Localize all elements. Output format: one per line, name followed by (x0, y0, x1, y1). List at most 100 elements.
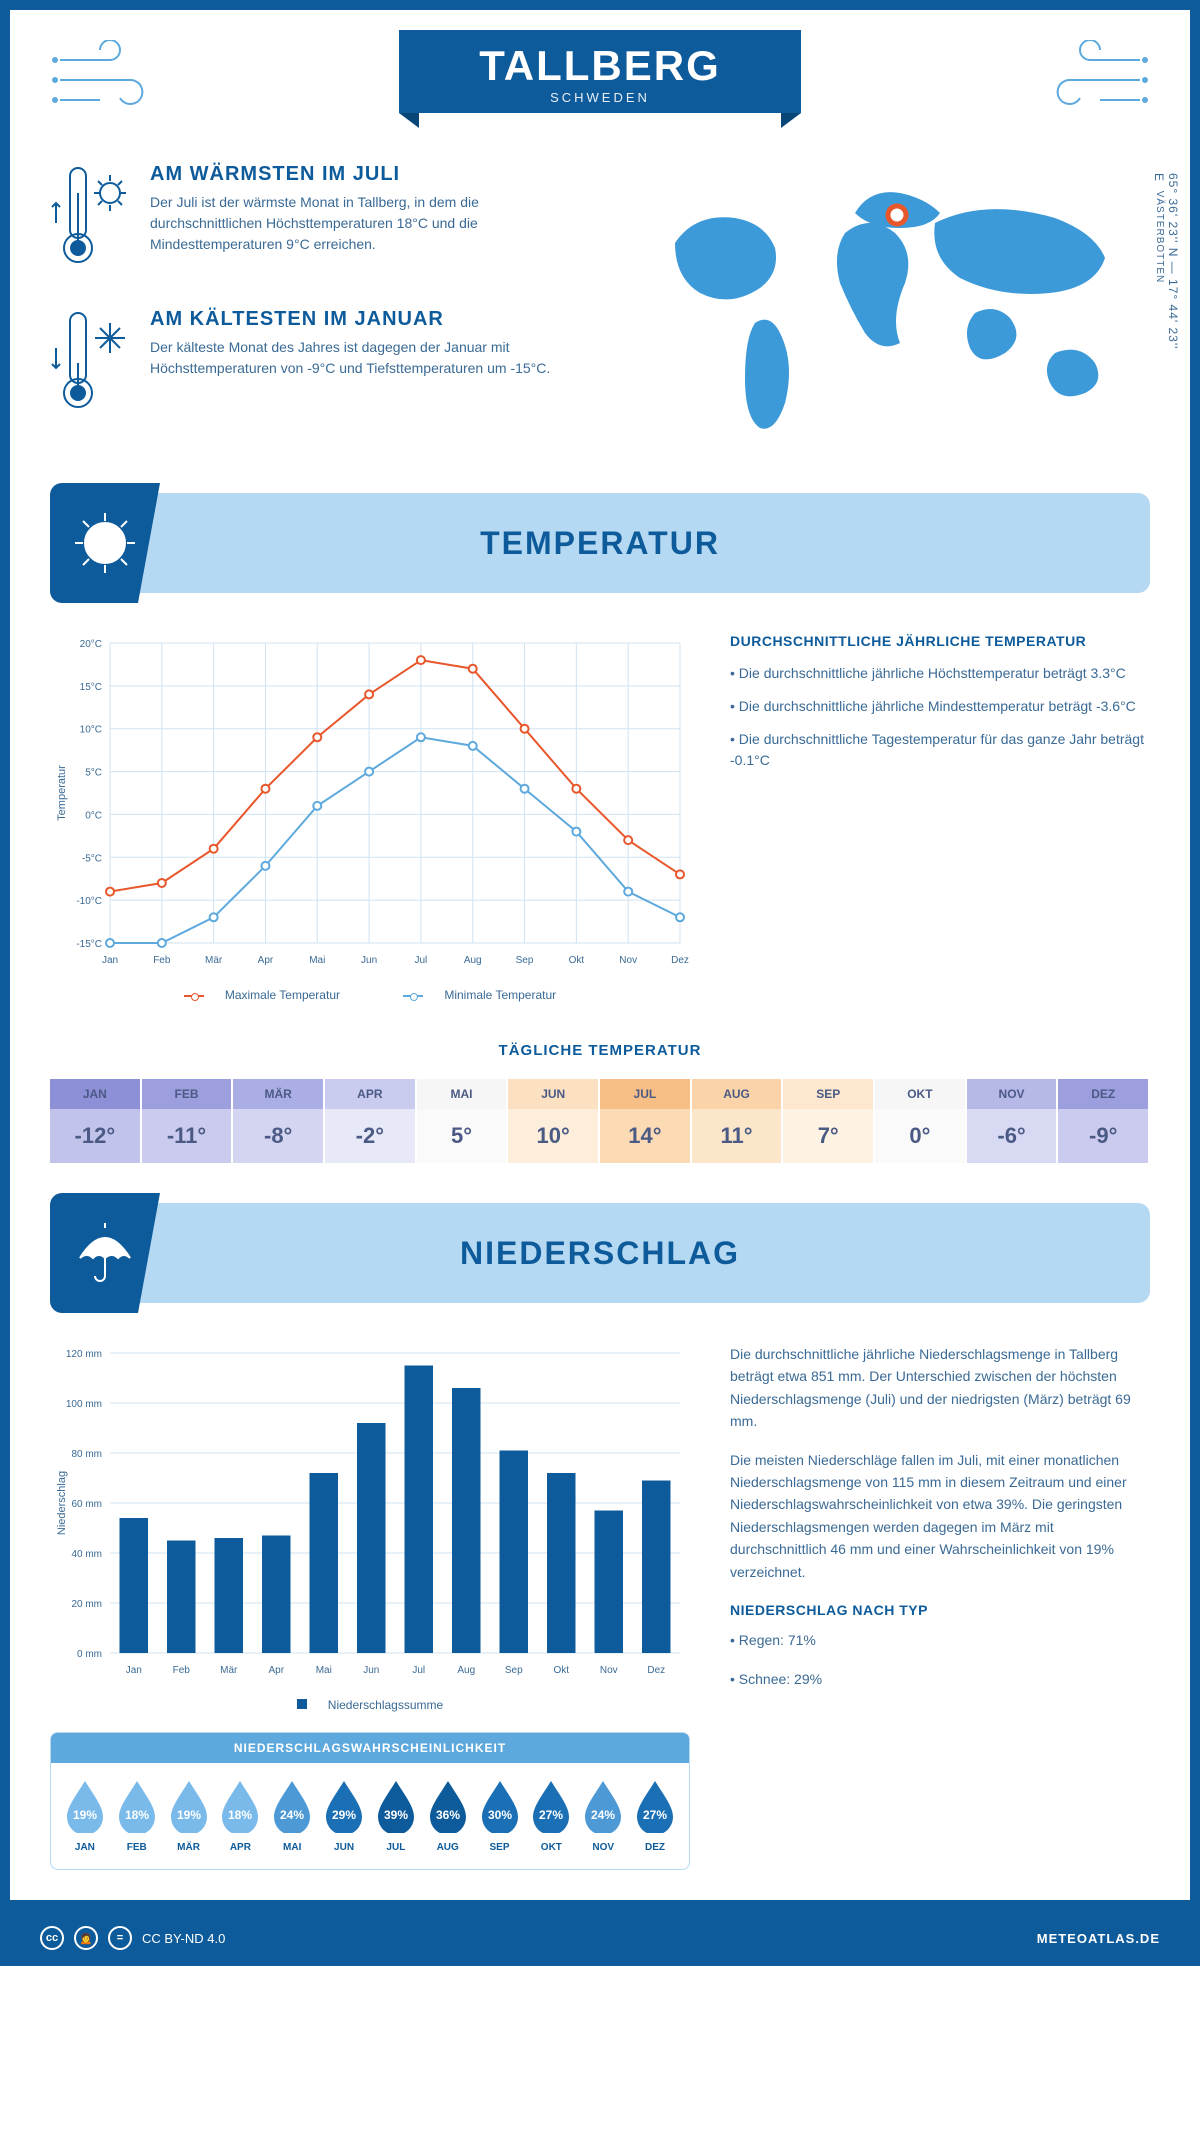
prob-drop: 24%MAI (270, 1779, 314, 1853)
daily-cell: JAN-12° (50, 1079, 142, 1163)
world-map (620, 163, 1150, 443)
temp-summary: DURCHSCHNITTLICHE JÄHRLICHE TEMPERATUR •… (730, 633, 1150, 1002)
svg-text:Okt: Okt (569, 955, 585, 966)
svg-text:Sep: Sep (516, 955, 534, 966)
precip-legend: Niederschlagssumme (50, 1698, 690, 1712)
svg-text:30%: 30% (488, 1808, 512, 1822)
svg-text:-5°C: -5°C (82, 853, 102, 864)
svg-text:Feb: Feb (173, 1665, 191, 1676)
svg-text:18%: 18% (125, 1808, 149, 1822)
svg-text:Dez: Dez (647, 1665, 665, 1676)
svg-text:Nov: Nov (619, 955, 637, 966)
coldest-fact: AM KÄLTESTEN IM JANUAR Der kälteste Mona… (50, 308, 580, 423)
svg-text:Mai: Mai (309, 955, 325, 966)
precip-section-header: NIEDERSCHLAG (50, 1203, 1150, 1303)
svg-text:Jul: Jul (415, 955, 428, 966)
svg-text:-15°C: -15°C (76, 939, 102, 950)
svg-text:Jan: Jan (102, 955, 118, 966)
svg-text:Mär: Mär (205, 955, 223, 966)
footer: cc 🙍 = CC BY-ND 4.0 METEOATLAS.DE (0, 1910, 1200, 1966)
prob-drop: 18%FEB (115, 1779, 159, 1853)
svg-text:Jun: Jun (363, 1665, 379, 1676)
svg-text:24%: 24% (591, 1808, 615, 1822)
svg-text:Jan: Jan (126, 1665, 142, 1676)
svg-text:Sep: Sep (505, 1665, 523, 1676)
svg-text:36%: 36% (436, 1808, 460, 1822)
svg-text:Mai: Mai (316, 1665, 332, 1676)
svg-text:18%: 18% (228, 1808, 252, 1822)
wind-icon (1030, 40, 1150, 120)
precipitation-chart: 0 mm 20 mm 40 mm 60 mm 80 mm 100 mm 120 mm Jan F… (50, 1343, 690, 1683)
precip-summary: Die durchschnittliche jährliche Niedersc… (730, 1343, 1150, 1870)
fact-text: Der kälteste Monat des Jahres ist dagege… (150, 337, 580, 379)
svg-text:100 mm: 100 mm (66, 1399, 102, 1410)
warmest-fact: AM WÄRMSTEN IM JULI Der Juli ist der wär… (50, 163, 580, 278)
svg-text:27%: 27% (539, 1808, 563, 1822)
daily-cell: JUL14° (600, 1079, 692, 1163)
svg-text:Jul: Jul (412, 1665, 425, 1676)
svg-text:15°C: 15°C (80, 682, 102, 693)
svg-text:0 mm: 0 mm (77, 1649, 102, 1660)
svg-text:Feb: Feb (153, 955, 171, 966)
location-marker (888, 206, 906, 224)
svg-text:Apr: Apr (268, 1665, 284, 1676)
svg-text:40 mm: 40 mm (71, 1549, 102, 1560)
coordinates: 65° 36' 23'' N — 17° 44' 23'' E VÄSTERBO… (1152, 173, 1180, 453)
wind-icon (50, 40, 170, 120)
svg-text:80 mm: 80 mm (71, 1449, 102, 1460)
prob-drop: 18%APR (218, 1779, 262, 1853)
header: TALLBERG SCHWEDEN (50, 10, 1150, 143)
temp-section-header: TEMPERATUR (50, 493, 1150, 593)
precip-probability: NIEDERSCHLAGSWAHRSCHEINLICHKEIT 19%JAN18… (50, 1732, 690, 1870)
svg-text:39%: 39% (384, 1808, 408, 1822)
prob-drop: 24%NOV (581, 1779, 625, 1853)
svg-text:Okt: Okt (553, 1665, 569, 1676)
svg-text:20 mm: 20 mm (71, 1599, 102, 1610)
section-title: TEMPERATUR (480, 525, 720, 562)
svg-text:0°C: 0°C (85, 810, 102, 821)
temp-legend: Maximale Temperatur Minimale Temperatur (50, 988, 690, 1002)
svg-text:Jun: Jun (361, 955, 377, 966)
cc-icon: cc (40, 1926, 64, 1950)
daily-cell: DEZ-9° (1058, 1079, 1150, 1163)
site-name: METEOATLAS.DE (1037, 1931, 1160, 1946)
prob-drop: 27%OKT (529, 1779, 573, 1853)
svg-text:Aug: Aug (457, 1665, 475, 1676)
svg-text:Apr: Apr (258, 955, 274, 966)
svg-text:60 mm: 60 mm (71, 1499, 102, 1510)
prob-drop: 27%DEZ (633, 1779, 677, 1853)
daily-temp-grid: JAN-12°FEB-11°MÄR-8°APR-2°MAI5°JUN10°JUL… (50, 1079, 1150, 1163)
svg-text:Aug: Aug (464, 955, 482, 966)
svg-text:20°C: 20°C (80, 639, 102, 650)
fact-title: AM WÄRMSTEN IM JULI (150, 163, 580, 186)
thermometer-hot-icon (50, 163, 130, 273)
prob-drop: 19%JAN (63, 1779, 107, 1853)
prob-drop: 36%AUG (426, 1779, 470, 1853)
daily-cell: OKT0° (875, 1079, 967, 1163)
fact-title: AM KÄLTESTEN IM JANUAR (150, 308, 580, 331)
svg-text:24%: 24% (280, 1808, 304, 1822)
sun-icon (70, 508, 140, 578)
svg-text:29%: 29% (332, 1808, 356, 1822)
prob-drop: 30%SEP (478, 1779, 522, 1853)
by-icon: 🙍 (74, 1926, 98, 1950)
svg-text:19%: 19% (177, 1808, 201, 1822)
svg-text:19%: 19% (73, 1808, 97, 1822)
svg-text:10°C: 10°C (80, 725, 102, 736)
daily-cell: MAI5° (417, 1079, 509, 1163)
daily-cell: AUG11° (692, 1079, 784, 1163)
svg-text:Mär: Mär (220, 1665, 238, 1676)
svg-text:120 mm: 120 mm (66, 1349, 102, 1360)
fact-text: Der Juli ist der wärmste Monat in Tallbe… (150, 192, 580, 255)
country-name: SCHWEDEN (479, 90, 721, 105)
svg-text:-10°C: -10°C (76, 896, 102, 907)
daily-cell: NOV-6° (967, 1079, 1059, 1163)
daily-cell: FEB-11° (142, 1079, 234, 1163)
prob-drop: 39%JUL (374, 1779, 418, 1853)
section-title: NIEDERSCHLAG (460, 1235, 740, 1272)
svg-text:5°C: 5°C (85, 768, 102, 779)
daily-cell: APR-2° (325, 1079, 417, 1163)
prob-drop: 19%MÄR (167, 1779, 211, 1853)
svg-text:Dez: Dez (671, 955, 689, 966)
daily-cell: JUN10° (508, 1079, 600, 1163)
